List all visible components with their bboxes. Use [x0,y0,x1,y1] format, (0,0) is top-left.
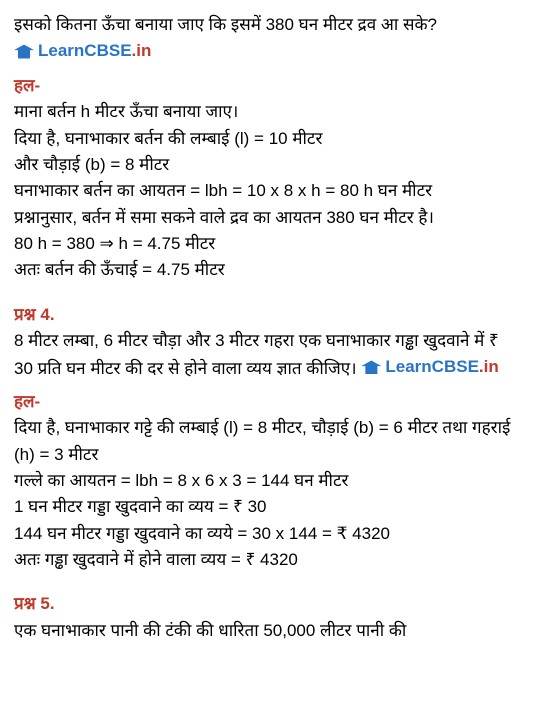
q5-heading: प्रश्न 5. [14,591,522,617]
q4-s5: अतः गड्ढा खुदवाने में होने वाला व्यय = ₹… [14,547,522,573]
q4-text: 8 मीटर लम्बा, 6 मीटर चौड़ा और 3 मीटर गहर… [14,328,522,383]
q3-s5: प्रश्नानुसार, बर्तन में समा सकने वाले द्… [14,205,522,231]
logo-in: in [136,38,151,64]
q3-text: इसको कितना ऊँचा बनाया जाए कि इसमें 380 घ… [14,12,522,67]
q3-sol-heading: हल- [14,73,522,99]
q3-s1: माना बर्तन h मीटर ऊँचा बनाया जाए। [14,99,522,125]
q3-line: इसको कितना ऊँचा बनाया जाए कि इसमें 380 घ… [14,15,437,34]
learncbse-logo: LearnCBSE.in [361,354,498,380]
logo-in: in [484,354,499,380]
q3-s3: और चौड़ाई (b) = 8 मीटर [14,152,522,178]
q4-s3: 1 घन मीटर गड्डा खुदवाने का व्यय = ₹ 30 [14,494,522,520]
q3-s2: दिया है, घनाभाकार बर्तन की लम्बाई (l) = … [14,126,522,152]
q4-s2: गल्ले का आयतन = lbh = 8 x 6 x 3 = 144 घन… [14,468,522,494]
q3-s7: अतः बर्तन की ऊँचाई = 4.75 मीटर [14,257,522,283]
logo-cbse: CBSE [432,354,479,380]
logo-learn: Learn [385,354,431,380]
q4-heading: प्रश्न 4. [14,302,522,328]
logo-learn: Learn [38,38,84,64]
q4-s4: 144 घन मीटर गड्डा खुदवाने का व्यये = 30 … [14,521,522,547]
q3-s6: 80 h = 380 ⇒ h = 4.75 मीटर [14,231,522,257]
q5-text: एक घनाभाकार पानी की टंकी की धारिता 50,00… [14,618,522,644]
cap-icon [361,360,381,374]
q4-sol-heading: हल- [14,389,522,415]
q3-s4: घनाभाकार बर्तन का आयतन = lbh = 10 x 8 x … [14,178,522,204]
logo-cbse: CBSE [84,38,131,64]
learncbse-logo: LearnCBSE.in [14,38,151,64]
q4-s1: दिया है, घनाभाकार गट्टे की लम्बाई (l) = … [14,415,522,468]
cap-icon [14,45,34,59]
